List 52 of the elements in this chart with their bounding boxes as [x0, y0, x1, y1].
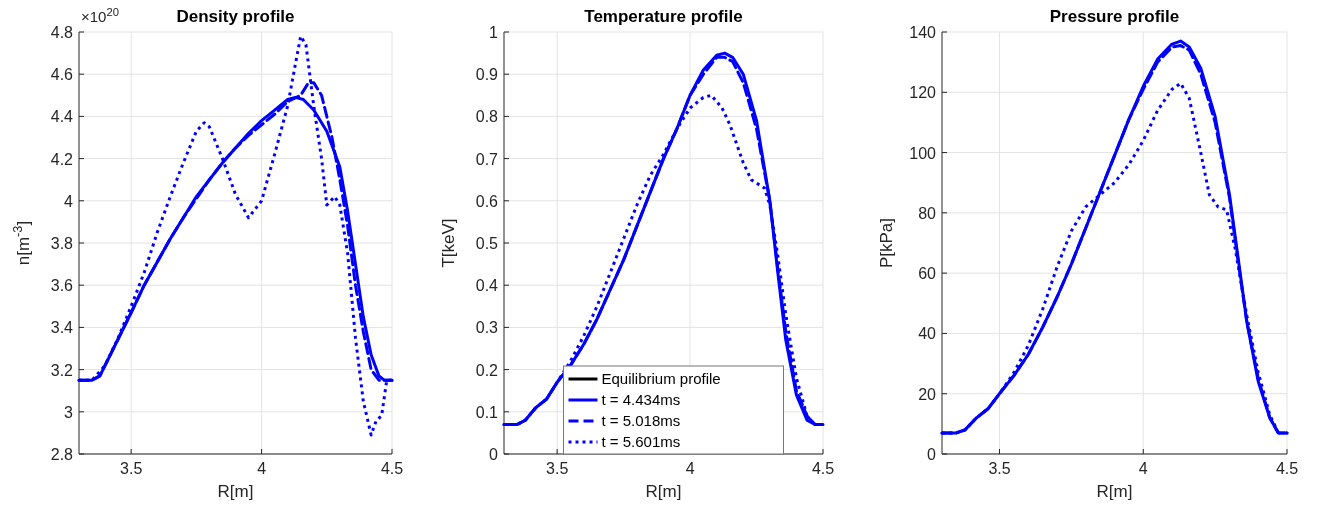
text: ×10$^{20}$: [81, 6, 119, 25]
legend-label: t = 5.601ms: [601, 433, 681, 450]
y-tick-label: 0.6: [475, 192, 499, 210]
x-axis-title: R[m]: [1096, 482, 1133, 501]
y-tick-label: 20: [918, 385, 937, 403]
y-tick-label: 0.8: [475, 108, 499, 126]
y-tick-label: 0.5: [475, 235, 499, 252]
y-tick-label: 0.9: [475, 66, 499, 84]
y-tick-label: 3.4: [50, 319, 74, 337]
y-tick-label: 120: [909, 84, 937, 102]
y-axis-title: T[keV]: [439, 218, 458, 268]
y-tick-label: 0.3: [475, 319, 499, 337]
x-tick-label: 3.5: [120, 460, 143, 477]
y-tick-label: 140: [909, 24, 937, 41]
chart-title: Temperature profile: [584, 7, 743, 26]
y-tick-label: 2.8: [50, 446, 74, 463]
legend-label: t = 4.434ms: [601, 391, 681, 408]
y-tick-label: 4.6: [50, 66, 74, 84]
y-tick-label: 100: [909, 144, 937, 162]
x-axis-title: R[m]: [645, 482, 682, 501]
x-tick-label: 4.5: [1275, 460, 1299, 477]
legend-label: t = 5.018ms: [601, 412, 681, 429]
x-tick-label: 4: [257, 460, 267, 477]
y-tick-label: 3: [64, 403, 74, 421]
y-axis-title: P[kPa]: [877, 217, 896, 269]
x-tick-label: 4.5: [380, 460, 404, 477]
y-tick-label: 0.4: [475, 277, 499, 295]
y-tick-label: 4.4: [50, 108, 74, 126]
x-tick-label: 3.5: [546, 460, 569, 477]
y-tick-label: 80: [918, 204, 937, 222]
x-axis-title: R[m]: [217, 482, 254, 501]
y-tick-label: 4: [64, 192, 74, 210]
x-tick-label: 4: [685, 460, 695, 477]
y-tick-label: 40: [918, 325, 937, 343]
y-tick-label: 4.8: [50, 24, 74, 41]
y-tick-label: 4.2: [50, 150, 74, 168]
x-tick-label: 3.5: [988, 460, 1011, 477]
chart-title: Pressure profile: [1049, 7, 1180, 26]
chart-title: Density profile: [176, 7, 295, 26]
y-tick-label: 3.8: [50, 235, 74, 252]
y-tick-label: 3.6: [50, 277, 74, 295]
y-tick-label: 0.2: [475, 361, 499, 379]
y-tick-label: 60: [918, 265, 937, 283]
y-tick-label: 0.7: [475, 150, 499, 168]
y-tick-label: 1: [489, 24, 499, 41]
y-tick-label: 3.2: [50, 361, 74, 379]
y-tick-label: 0: [927, 446, 937, 463]
x-tick-label: 4.5: [811, 460, 835, 477]
y-tick-label: 0: [489, 446, 499, 463]
y-tick-label: 0.1: [475, 403, 499, 421]
x-tick-label: 4: [1138, 460, 1148, 477]
legend-label: Equilibrium profile: [601, 370, 721, 387]
